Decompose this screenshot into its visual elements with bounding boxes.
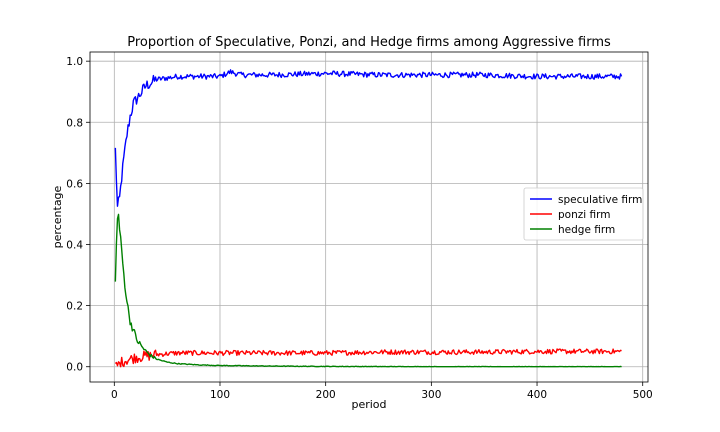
series-line-1 xyxy=(114,348,622,368)
y-tick-label-3: 0.6 xyxy=(66,178,83,190)
y-tick-label-2: 0.4 xyxy=(66,240,83,252)
legend-label-2: hedge firm xyxy=(558,224,615,236)
legend-label-0: speculative firm xyxy=(558,194,642,206)
y-tick-label-1: 0.2 xyxy=(66,301,83,313)
y-tick-label-0: 0.0 xyxy=(66,362,83,374)
legend-box xyxy=(523,187,644,241)
legend: speculative firm ponzi firm hedge firm xyxy=(523,187,644,241)
y-tick-label-4: 0.8 xyxy=(66,117,83,129)
series-line-0 xyxy=(114,69,623,207)
y-axis-label: percentage xyxy=(51,185,64,248)
legend-label-1: ponzi firm xyxy=(558,209,611,221)
x-tick-label-2: 200 xyxy=(316,389,336,401)
chart-title: Proportion of Speculative, Ponzi, and He… xyxy=(127,35,611,50)
x-tick-label-1: 100 xyxy=(210,389,230,401)
x-tick-label-5: 500 xyxy=(633,389,653,401)
y-axis-ticks: 0.0 0.2 0.4 0.6 0.8 1.0 xyxy=(66,56,90,374)
x-axis-ticks: 0 100 200 300 400 500 xyxy=(111,382,653,401)
plot-frame xyxy=(89,51,649,383)
x-tick-label-3: 300 xyxy=(421,389,441,401)
x-tick-label-4: 400 xyxy=(527,389,547,401)
y-tick-label-5: 1.0 xyxy=(66,56,83,68)
series-line-2 xyxy=(114,213,622,368)
series-layer xyxy=(114,69,623,368)
x-axis-label: period xyxy=(351,398,386,411)
x-tick-label-0: 0 xyxy=(111,389,118,401)
